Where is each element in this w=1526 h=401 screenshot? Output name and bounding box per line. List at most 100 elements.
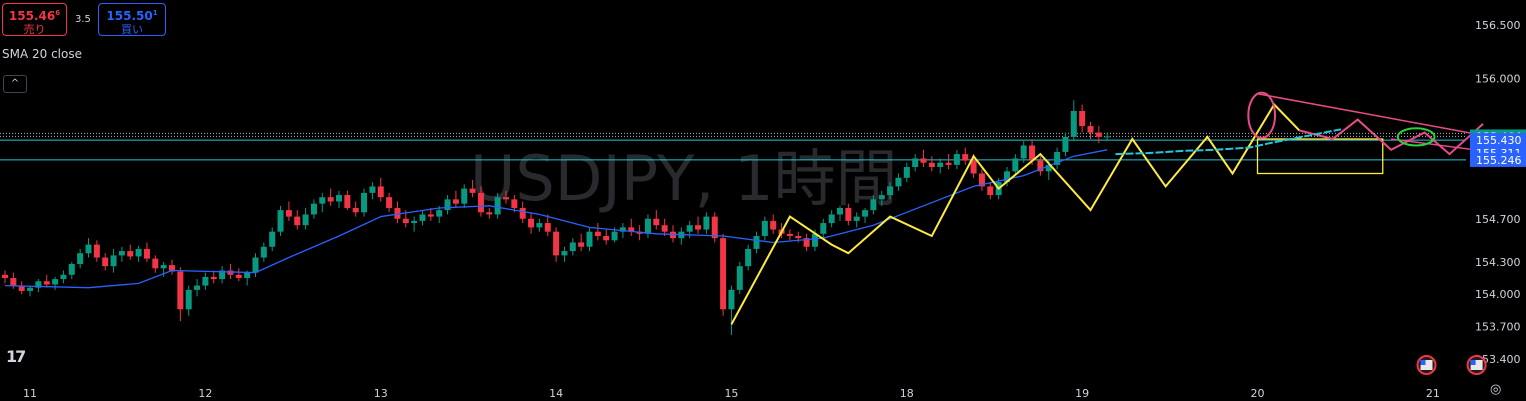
buy-price: 155.50 <box>106 9 153 23</box>
candle-body <box>68 264 75 275</box>
event-flag-icon <box>1466 355 1487 375</box>
candle-body <box>344 195 351 208</box>
candle-body <box>937 162 944 168</box>
candle-body <box>1104 136 1111 138</box>
candle-body <box>477 192 484 213</box>
collapse-legend-button[interactable]: ^ <box>3 75 27 93</box>
candle-body <box>578 242 585 247</box>
candle-body <box>728 289 735 310</box>
candle-body <box>102 257 109 267</box>
candle-body <box>294 216 301 226</box>
candle-body <box>611 231 618 241</box>
candle-body <box>586 231 593 247</box>
x-tick-label: 18 <box>900 387 914 400</box>
indicator-legend[interactable]: SMA 20 close <box>2 47 82 61</box>
candle-body <box>336 195 342 202</box>
x-tick-label: 14 <box>549 387 563 400</box>
x-tick-label: 13 <box>374 387 388 400</box>
candle-body <box>252 257 259 273</box>
candle-body <box>978 173 985 187</box>
candle-body <box>553 231 560 256</box>
candle-body <box>736 266 743 290</box>
candle-body <box>820 223 827 234</box>
candle-body <box>786 233 793 236</box>
x-tick-label: 15 <box>724 387 738 400</box>
highlight-ellipse <box>1247 91 1277 139</box>
candle-body <box>10 278 17 286</box>
candle-body <box>143 248 150 259</box>
candle-body <box>327 197 334 202</box>
candle-body <box>43 281 50 285</box>
candle-body <box>152 258 159 269</box>
candle-body <box>227 270 234 275</box>
candle-body <box>377 186 384 198</box>
candle-body <box>711 216 718 239</box>
candle-body <box>394 207 401 219</box>
candle-body <box>118 251 125 256</box>
tradingview-logo[interactable]: 17 <box>6 347 26 366</box>
candle-body <box>828 214 835 224</box>
candle-body <box>503 197 509 200</box>
candle-body <box>1029 145 1036 161</box>
candle-body <box>962 154 969 161</box>
candle-body <box>619 227 626 232</box>
buy-button[interactable]: 155.501 買い <box>98 3 166 36</box>
candle-body <box>561 251 568 256</box>
y-tick-label: 154.000 <box>1475 288 1521 301</box>
y-tick-label: 154.300 <box>1475 256 1521 269</box>
yellow-box-drawing <box>1256 138 1384 175</box>
candle-body <box>536 223 543 228</box>
candle-body <box>837 207 843 215</box>
candle-body <box>928 162 935 168</box>
candle-body <box>93 244 100 258</box>
candle-body <box>1070 110 1077 137</box>
candle-body <box>528 218 535 228</box>
candle-body <box>369 186 376 193</box>
y-tick-label: 153.700 <box>1475 321 1521 334</box>
candle-body <box>803 238 810 247</box>
candle-body <box>653 218 660 226</box>
pink-zigzag-drawing <box>1299 118 1484 156</box>
event-flag-canton <box>1420 360 1426 365</box>
candle-body <box>661 225 668 232</box>
candle-body <box>569 242 576 252</box>
pink-trend-line <box>1257 93 1492 138</box>
candle-body <box>277 210 284 232</box>
candle-body <box>77 253 84 265</box>
candle-body <box>644 218 651 234</box>
price-tag <box>1470 152 1526 167</box>
candle-body <box>1037 160 1044 172</box>
candle-body <box>903 167 910 178</box>
sell-button[interactable]: 155.466 売り <box>2 3 67 36</box>
symbol-watermark: USDJPY, 1時間 <box>470 142 898 215</box>
price-tag <box>1470 133 1526 148</box>
x-tick-label: 20 <box>1251 387 1265 400</box>
candle-body <box>494 197 501 215</box>
candle-body <box>177 271 184 310</box>
candle-body <box>285 210 292 217</box>
candle-body <box>1004 171 1010 183</box>
y-tick-label: 154.700 <box>1475 213 1521 226</box>
yellow-zigzag-drawing <box>730 102 1301 325</box>
candle-body <box>686 225 693 232</box>
candle-body <box>878 195 885 200</box>
candle-body <box>210 276 217 280</box>
candle-body <box>18 285 25 291</box>
candle-body <box>1054 151 1061 165</box>
highlight-ellipse <box>1396 127 1436 147</box>
x-tick-label: 12 <box>198 387 212 400</box>
candle-body <box>452 199 459 204</box>
candle-body <box>235 274 242 279</box>
sell-price-sup: 6 <box>55 9 61 17</box>
candle-body <box>753 235 760 249</box>
candle-body <box>194 285 201 290</box>
candle-body <box>185 289 192 310</box>
candle-body <box>1079 110 1086 127</box>
settings-icon[interactable]: ◎ <box>1490 382 1502 397</box>
cyan-projection-line <box>1115 128 1342 156</box>
candle-body <box>302 214 309 226</box>
candle-body <box>745 248 752 267</box>
candle-body <box>244 272 251 279</box>
candle-body <box>361 192 368 213</box>
